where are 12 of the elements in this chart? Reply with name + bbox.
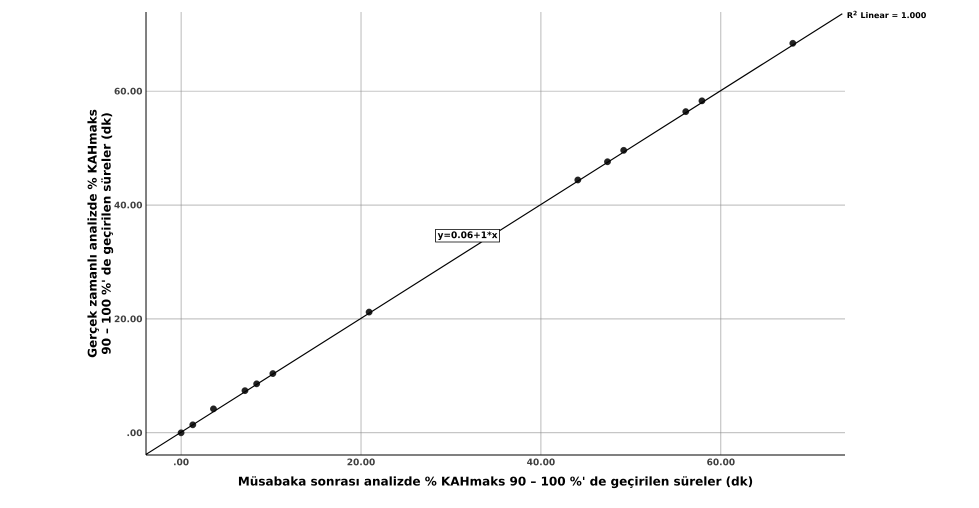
y-tick-label: 60.00 xyxy=(114,88,142,95)
x-tick-label: 60.00 xyxy=(707,458,735,466)
x-tick-label: 40.00 xyxy=(527,458,555,466)
x-tick-label: .00 xyxy=(174,458,189,466)
annotation: y=0.06+1*x xyxy=(438,231,498,240)
x-tick-label: 20.00 xyxy=(347,458,375,466)
y-tick-label: .00 xyxy=(127,429,142,436)
y-tick-label: 20.00 xyxy=(114,315,142,322)
annotation: R$^{2}$ Linear = 1.000 xyxy=(848,10,926,18)
y-tick-label: 40.00 xyxy=(114,202,142,208)
x-axis-title: Müsabaka sonrası analizde % KAHmaks 90 – 100 %' de geçirilen süreler (dk) xyxy=(238,476,752,488)
y-axis-title: Gerçek zamanlı analizde % KAHmaks 90 – 100 %' de geçirilen süreler (dk) xyxy=(87,110,114,358)
